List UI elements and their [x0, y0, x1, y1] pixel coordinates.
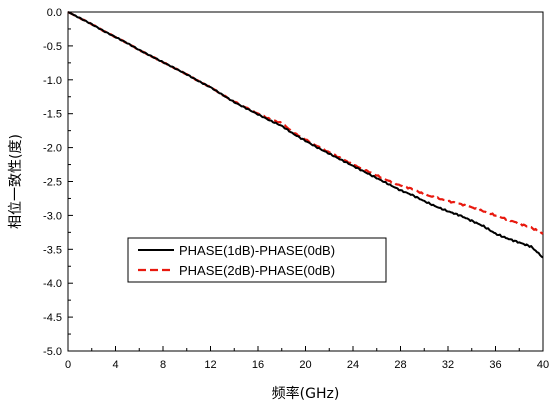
x-tick-label: 28	[394, 359, 406, 371]
x-tick-label: 36	[489, 359, 501, 371]
x-tick-label: 32	[442, 359, 454, 371]
x-axis-title: 频率(GHz)	[272, 385, 340, 402]
y-axis: 0.0 -0.5 -1.0 -1.5 -2.0 -2.5 -3.0 -3.5 -4.0 -4.5 -…	[43, 7, 73, 358]
y-tick-label: -4.0	[43, 278, 62, 290]
y-tick-label: -4.5	[43, 312, 62, 324]
x-tick-label: 24	[347, 359, 359, 371]
x-tick-label: 20	[299, 359, 311, 371]
y-tick-label: -2.5	[43, 177, 62, 189]
legend-box	[127, 237, 387, 283]
series-layer	[67, 11, 544, 259]
plot-area	[67, 11, 544, 352]
x-axis: 0 4 8 12 16 20 24 28 32 36 40	[65, 346, 549, 371]
y-tick-label: -0.5	[43, 41, 62, 53]
x-tick-label: 16	[252, 359, 264, 371]
y-tick-label: -3.5	[43, 244, 62, 256]
x-tick-label: 8	[160, 359, 166, 371]
x-tick-label: 4	[112, 359, 118, 371]
y-tick-label: -1.0	[43, 75, 62, 87]
legend-label-phase-2db: PHASE(2dB)-PHASE(0dB)	[179, 263, 335, 278]
y-tick-label: -2.0	[43, 143, 62, 155]
y-tick-label: -5.0	[43, 346, 62, 358]
legend-label-phase-1db: PHASE(1dB)-PHASE(0dB)	[179, 243, 335, 258]
x-tick-label: 12	[204, 359, 216, 371]
x-tick-label: 40	[537, 359, 549, 371]
legend: PHASE(1dB)-PHASE(0dB) PHASE(2dB)-PHASE(0…	[127, 237, 387, 283]
y-axis-title: 相位一致性(度)	[8, 134, 24, 229]
series-line-phase-1db	[67, 11, 544, 259]
series-line-phase-2db	[67, 11, 544, 235]
plot-frame	[67, 11, 544, 352]
y-tick-label: -1.5	[43, 109, 62, 121]
y-tick-label: 0.0	[47, 7, 62, 19]
y-tick-label: -3.0	[43, 210, 62, 222]
x-tick-label: 0	[65, 359, 71, 371]
